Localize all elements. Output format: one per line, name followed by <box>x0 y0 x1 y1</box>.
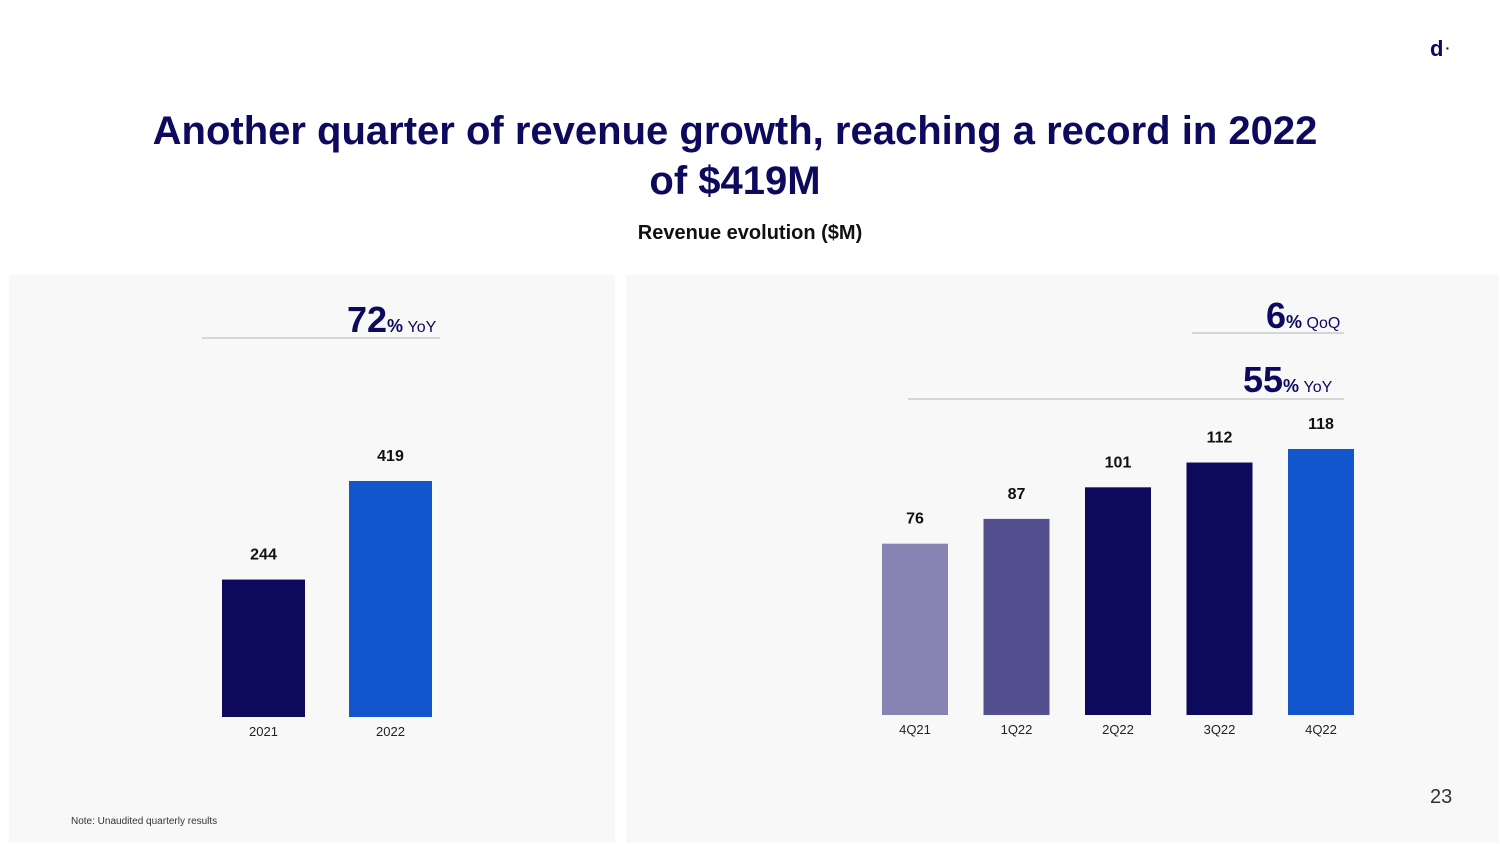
bar-1Q22 <box>983 518 1050 715</box>
company-logo: d · <box>1430 36 1450 62</box>
bar-2022 <box>349 481 432 717</box>
tick-label-4Q21: 4Q21 <box>899 722 931 737</box>
page-title: Another quarter of revenue growth, reach… <box>152 109 1318 203</box>
quarterly-yoy-growth: 55% YoY <box>1243 359 1332 401</box>
page-number: 23 <box>1430 786 1453 808</box>
logo-letter: d <box>1430 36 1444 61</box>
qoq-growth-divider <box>1192 332 1344 334</box>
quarterly-yoy-divider <box>908 398 1344 400</box>
qoq-value: 6 <box>1266 295 1287 336</box>
quarterly-yoy-label: YoY <box>1303 379 1333 396</box>
tick-label-3Q22: 3Q22 <box>1204 722 1236 737</box>
annual-yoy-growth: 72% YoY <box>347 299 436 341</box>
bar-4Q21 <box>882 543 948 715</box>
annual-bar-chart: 244 2021 419 2022 <box>222 448 432 739</box>
bar-2Q22 <box>1085 487 1151 715</box>
annual-yoy-unit: % <box>387 316 404 336</box>
tick-label-2022: 2022 <box>376 724 405 739</box>
tick-label-4Q22: 4Q22 <box>1305 722 1337 737</box>
bar-4Q22 <box>1288 449 1354 715</box>
quarterly-bar-chart: 76 4Q21 87 1Q22 101 2Q22 112 3Q22 118 4Q22 <box>882 416 1354 737</box>
bar-3Q22 <box>1186 462 1253 715</box>
annual-revenue-panel: 72% YoY 244 2021 419 2022 <box>9 275 615 843</box>
quarterly-yoy-value: 55 <box>1243 359 1284 400</box>
data-label-4Q22: 118 <box>1308 416 1334 433</box>
qoq-unit: % <box>1286 312 1303 332</box>
data-label-2022: 419 <box>377 448 404 465</box>
data-label-1Q22: 87 <box>1008 486 1026 503</box>
data-label-2Q22: 101 <box>1105 454 1132 471</box>
qoq-label: QoQ <box>1306 315 1341 332</box>
data-label-2021: 244 <box>250 547 277 564</box>
quarterly-yoy-unit: % <box>1283 376 1300 396</box>
annual-yoy-label: YoY <box>407 319 437 336</box>
data-label-3Q22: 112 <box>1207 430 1233 447</box>
quarterly-qoq-growth: 6% QoQ <box>1266 295 1340 337</box>
annual-growth-divider <box>202 337 440 339</box>
logo-dot: · <box>1445 40 1451 56</box>
quarterly-revenue-panel: 6% QoQ 55% YoY 76 4Q21 87 1Q22 101 2Q22 112 3Q2… <box>626 275 1499 843</box>
annual-yoy-value: 72 <box>347 299 388 340</box>
tick-label-2021: 2021 <box>249 724 278 739</box>
tick-label-1Q22: 1Q22 <box>1001 722 1033 737</box>
tick-label-2Q22: 2Q22 <box>1102 722 1134 737</box>
chart-subtitle: Revenue evolution ($M) <box>637 222 863 244</box>
data-label-4Q21: 76 <box>906 511 924 528</box>
bar-2021 <box>222 579 305 717</box>
footnote: Note: Unaudited quarterly results <box>71 816 218 827</box>
